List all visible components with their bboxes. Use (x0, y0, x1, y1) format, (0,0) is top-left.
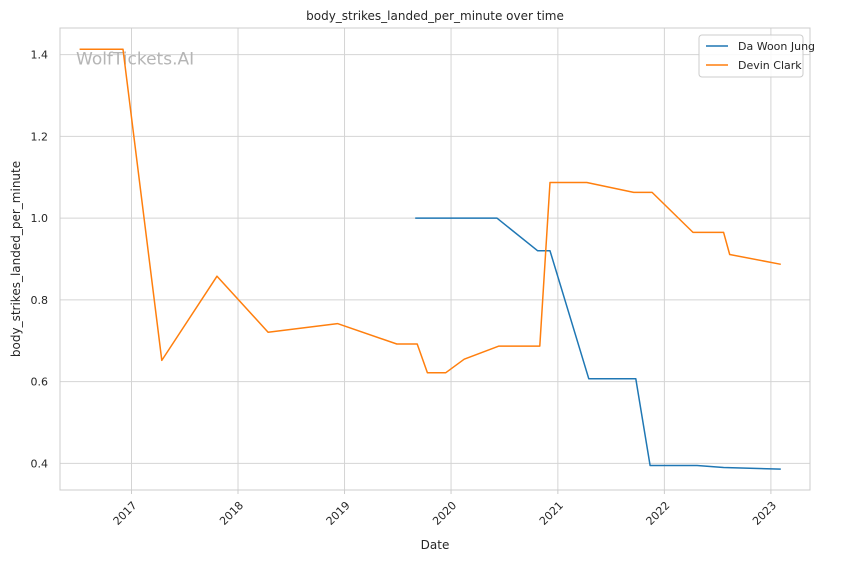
legend-label: Devin Clark (738, 59, 802, 72)
plot-frame (59, 27, 811, 491)
y-tick-label: 1.0 (31, 212, 49, 225)
series-line-da-woon-jung (415, 217, 781, 470)
watermark: WolfTickets.AI (76, 50, 194, 70)
y-tick-label: 1.4 (31, 49, 49, 62)
y-axis-ticks: 0.4 0.6 0.8 1.0 1.2 1.4 (31, 49, 49, 471)
y-tick-label: 0.6 (31, 376, 49, 389)
chart-title: body_strikes_landed_per_minute over time (306, 9, 564, 23)
legend-label: Da Woon Jung (738, 40, 815, 53)
y-tick-label: 0.4 (31, 457, 49, 470)
y-tick-label: 0.8 (31, 294, 49, 307)
series-line-devin-clark (79, 48, 781, 374)
y-tick-label: 1.2 (31, 130, 49, 143)
y-axis-title: body_strikes_landed_per_minute (9, 161, 23, 357)
series-layer (79, 48, 781, 470)
x-axis-title: Date (421, 538, 450, 552)
legend: Da Woon Jung Devin Clark (698, 34, 815, 78)
